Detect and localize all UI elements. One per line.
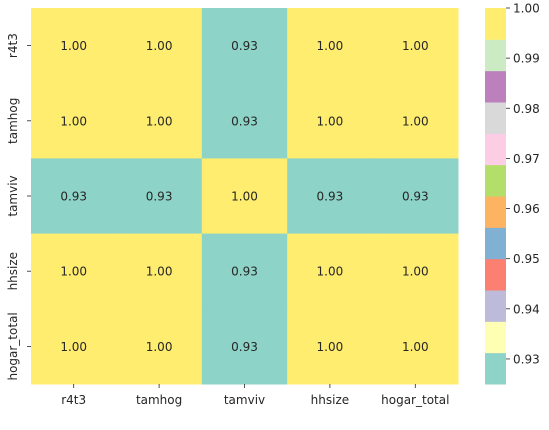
cell-value-label: 1.00	[146, 265, 173, 279]
y-tick-label: tamviv	[6, 175, 20, 216]
colorbar-segment	[485, 352, 506, 385]
cell-value-label: 0.93	[146, 190, 173, 204]
heatmap-cell-4-2	[201, 308, 288, 385]
colorbar-tick-label: 0.94	[513, 302, 540, 316]
heatmap-cell-3-1	[116, 233, 203, 310]
heatmap-cell-2-1	[116, 158, 203, 235]
cell-value-label: 1.00	[317, 340, 344, 354]
colorbar-segment	[485, 102, 506, 134]
heatmap-cell-1-2	[201, 83, 288, 159]
heatmap-cell-0-0	[31, 8, 117, 84]
colorbar-tick-label: 0.93	[513, 352, 540, 366]
cell-value-label: 0.93	[402, 190, 429, 204]
colorbar-segment	[485, 258, 506, 291]
cell-value-label: 1.00	[317, 39, 344, 53]
heatmap-cell-labels: 1.00 1.00 0.93 1.00 1.00 1.00 1.00 0.93 1.00 1.00…	[60, 39, 428, 354]
heatmap-cell-2-0	[31, 158, 117, 235]
cell-value-label: 1.00	[402, 265, 429, 279]
x-tick-label: hhsize	[311, 393, 349, 407]
heatmap-cell-2-3	[287, 158, 374, 235]
x-tick-label: tamhog	[136, 393, 182, 407]
y-tick-label: r4t3	[6, 33, 20, 58]
y-tick-label: hhsize	[6, 252, 20, 290]
cell-value-label: 1.00	[60, 114, 87, 128]
colorbar-tick-label: 0.95	[513, 252, 540, 266]
colorbar-segment	[485, 164, 506, 197]
colorbar-segment	[485, 227, 506, 260]
cell-value-label: 0.93	[231, 265, 258, 279]
heatmap-cell-1-0	[31, 83, 117, 159]
heatmap-cell-4-3	[287, 308, 374, 385]
y-tick-label: tamhog	[6, 98, 20, 144]
colorbar-segment	[485, 8, 506, 40]
y-tick-label: hogar_total	[6, 312, 20, 380]
heatmap-cell-2-4	[372, 158, 459, 235]
cell-value-label: 1.00	[402, 39, 429, 53]
colorbar-tick-label: 0.96	[513, 202, 540, 216]
colorbar-tick-label: 1.00	[513, 2, 540, 16]
heatmap-cell-4-1	[116, 308, 203, 385]
y-axis: r4t3 tamhog tamviv hhsize hogar_total	[6, 33, 31, 381]
cell-value-label: 1.00	[317, 114, 344, 128]
colorbar-segment	[485, 39, 506, 72]
cell-value-label: 1.00	[402, 114, 429, 128]
cell-value-label: 0.93	[60, 190, 87, 204]
cell-value-label: 0.93	[317, 190, 344, 204]
colorbar-tick-label: 0.97	[513, 152, 540, 166]
heatmap-cell-2-2	[201, 158, 288, 235]
cell-value-label: 1.00	[317, 265, 344, 279]
heatmap-cell-3-0	[31, 233, 117, 310]
cell-value-label: 1.00	[146, 114, 173, 128]
colorbar: 0.93 0.94 0.95 0.96 0.97 0.98 0.99 1.00	[485, 2, 540, 385]
heatmap-cell-0-3	[287, 8, 374, 84]
colorbar-tick-label: 0.99	[513, 52, 540, 66]
cell-value-label: 1.00	[402, 340, 429, 354]
heatmap-cell-4-4	[372, 308, 459, 385]
cell-value-label: 0.93	[231, 39, 258, 53]
cell-value-label: 0.93	[231, 114, 258, 128]
heatmap-cell-1-1	[116, 83, 203, 159]
heatmap-cell-0-4	[372, 8, 459, 84]
heatmap-cell-1-4	[372, 83, 459, 159]
cell-value-label: 1.00	[146, 39, 173, 53]
x-tick-label: hogar_total	[381, 393, 449, 407]
cell-value-label: 0.93	[231, 340, 258, 354]
x-tick-label: r4t3	[61, 393, 86, 407]
cell-value-label: 1.00	[60, 265, 87, 279]
cell-value-label: 1.00	[60, 340, 87, 354]
heatmap-cell-3-4	[372, 233, 459, 310]
colorbar-tick-label: 0.98	[513, 102, 540, 116]
x-axis: r4t3 tamhog tamviv hhsize hogar_total	[61, 384, 449, 407]
heatmap-cell-0-2	[201, 8, 288, 84]
heatmap-cell-3-2	[201, 233, 288, 310]
x-tick-label: tamviv	[224, 393, 265, 407]
heatmap-cell-4-0	[31, 308, 117, 385]
cell-value-label: 1.00	[231, 190, 258, 204]
colorbar-segment	[485, 133, 506, 166]
colorbar-segment	[485, 70, 506, 103]
colorbar-segment	[485, 321, 506, 354]
heatmap-cell-3-3	[287, 233, 374, 310]
heatmap-cell-1-3	[287, 83, 374, 159]
heatmap-cell-0-1	[116, 8, 203, 84]
colorbar-segment	[485, 290, 506, 322]
colorbar-segment	[485, 196, 506, 228]
cell-value-label: 1.00	[60, 39, 87, 53]
heatmap-cells	[31, 8, 459, 385]
cell-value-label: 1.00	[146, 340, 173, 354]
